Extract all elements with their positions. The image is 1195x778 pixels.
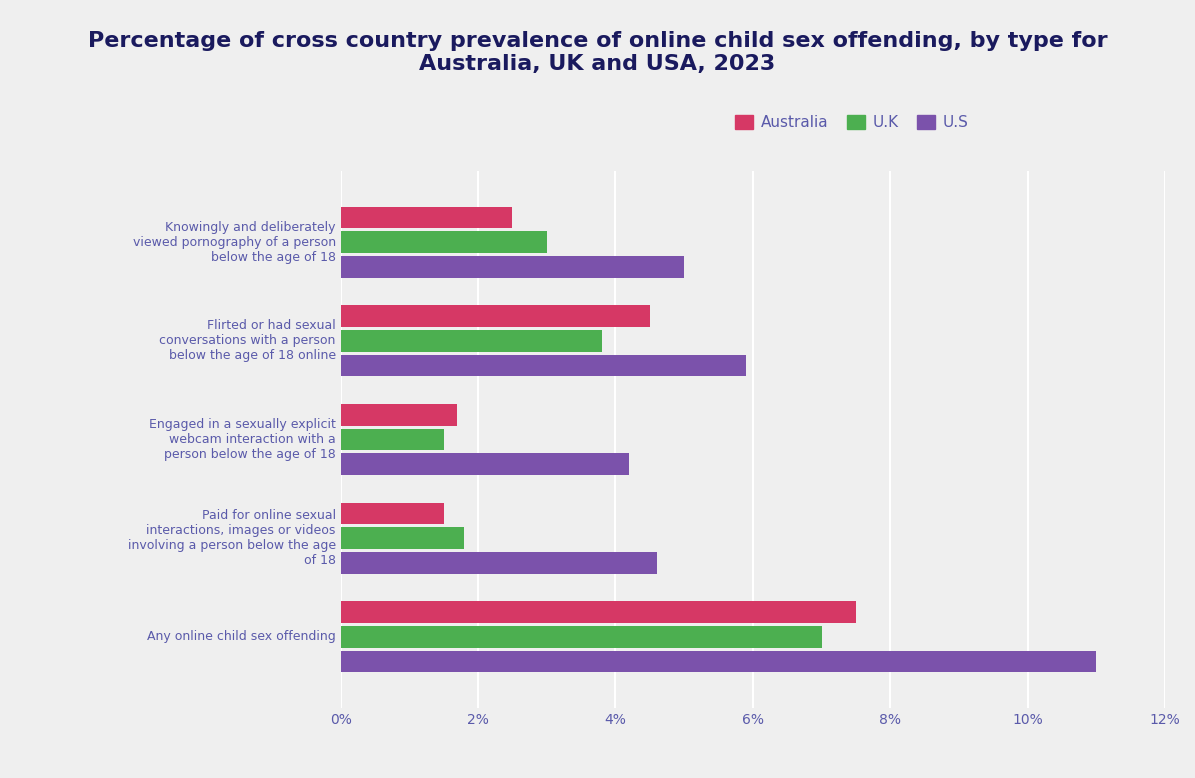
Bar xyxy=(341,330,601,352)
Bar xyxy=(341,552,656,574)
Bar xyxy=(341,404,458,426)
Bar xyxy=(341,503,443,524)
Text: Percentage of cross country prevalence of online child sex offending, by type fo: Percentage of cross country prevalence o… xyxy=(87,31,1108,75)
Bar xyxy=(341,601,856,623)
Bar xyxy=(341,207,513,229)
Bar xyxy=(341,650,1096,672)
Legend: Australia, U.K, U.S: Australia, U.K, U.S xyxy=(729,109,975,136)
Bar xyxy=(341,527,464,549)
Bar xyxy=(341,626,821,648)
Bar xyxy=(341,256,684,278)
Bar xyxy=(341,429,443,450)
Bar xyxy=(341,454,629,475)
Bar xyxy=(341,305,650,327)
Bar xyxy=(341,231,546,253)
Bar xyxy=(341,355,746,377)
